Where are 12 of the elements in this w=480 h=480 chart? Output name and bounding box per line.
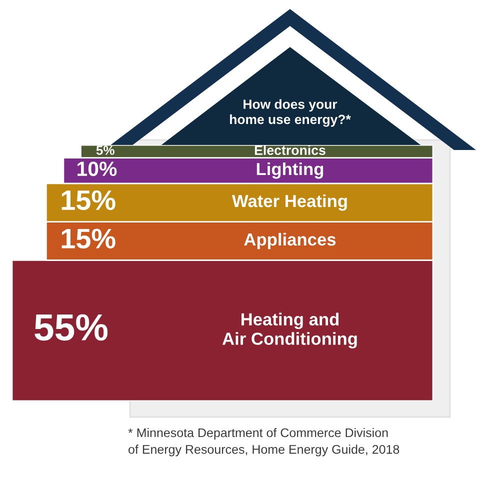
- series-label: Electronics: [254, 145, 326, 155]
- series-label: Appliances: [244, 232, 336, 250]
- series-label: Water Heating: [232, 194, 347, 211]
- chart-title: How does your home use energy?*: [230, 99, 351, 127]
- series-label: Lighting: [256, 162, 324, 179]
- data-label: 55%: [34, 314, 108, 341]
- data-label: 10%: [78, 162, 117, 176]
- data-label: 5%: [96, 146, 114, 155]
- text: * Minnesota Department of Commerce Division of Energy Resources, Home Energy Guide, 2018: [128, 428, 400, 456]
- data-label: 15%: [62, 190, 116, 210]
- series-label: Heating and Air Conditioning: [222, 312, 357, 348]
- data-label: 15%: [62, 228, 116, 249]
